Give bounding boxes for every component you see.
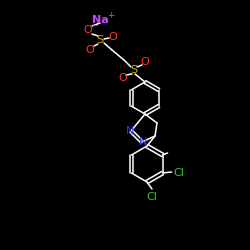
Text: Na: Na (92, 15, 108, 25)
Text: S: S (96, 35, 103, 45)
Text: O: O (140, 57, 149, 67)
Text: O: O (86, 45, 94, 55)
Text: O: O (84, 25, 92, 35)
Text: −: − (92, 22, 98, 30)
Text: Cl: Cl (146, 192, 158, 202)
Text: O: O (119, 73, 128, 83)
Text: N: N (139, 137, 147, 147)
Text: O: O (108, 32, 118, 42)
Text: S: S (130, 65, 138, 75)
Text: N: N (126, 126, 134, 136)
Text: Cl: Cl (173, 168, 184, 178)
Text: +: + (107, 12, 115, 20)
